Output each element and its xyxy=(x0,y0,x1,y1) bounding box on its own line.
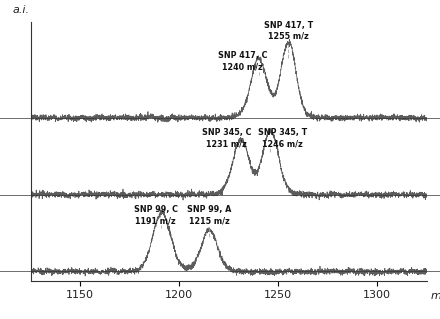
Text: SNP 99, A
1215 m/z: SNP 99, A 1215 m/z xyxy=(187,205,231,225)
Text: SNP 417, C
1240 m/z: SNP 417, C 1240 m/z xyxy=(218,51,268,71)
Text: SNP 99, C
1191 m/z: SNP 99, C 1191 m/z xyxy=(134,205,178,225)
Text: SNP 345, T
1246 m/z: SNP 345, T 1246 m/z xyxy=(258,128,307,148)
Text: SNP 345, C
1231 m/z: SNP 345, C 1231 m/z xyxy=(202,128,252,148)
Text: a.i.: a.i. xyxy=(13,4,30,15)
Text: SNP 417, T
1255 m/z: SNP 417, T 1255 m/z xyxy=(264,21,313,41)
Text: m/z: m/z xyxy=(431,291,440,301)
